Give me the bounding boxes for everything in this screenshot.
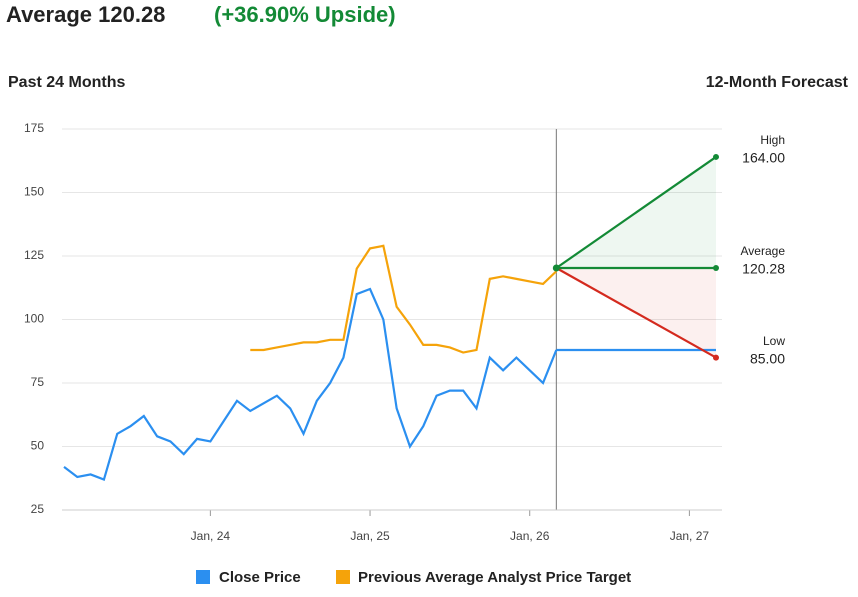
- forecast-name: Average: [741, 244, 786, 258]
- y-tick-label: 150: [24, 185, 44, 199]
- y-tick-label: 75: [31, 375, 45, 389]
- forecast-name: Low: [763, 334, 785, 348]
- upside: (+36.90% Upside): [214, 2, 396, 27]
- legend-label[interactable]: Close Price: [219, 569, 301, 586]
- legend-swatch: [196, 570, 210, 584]
- y-tick-label: 50: [31, 439, 45, 453]
- forecast-line: [555, 156, 717, 269]
- series-line: [250, 244, 558, 354]
- forecast-line: [555, 267, 717, 359]
- forecast-start: [552, 264, 560, 272]
- x-tick-label: Jan, 27: [670, 529, 710, 543]
- y-tick-label: 175: [24, 121, 44, 135]
- y-tick-label: 100: [24, 312, 44, 326]
- y-tick-label: 125: [24, 248, 44, 262]
- chart-title: Average 120.28: [6, 2, 165, 27]
- x-tick-label: Jan, 24: [191, 529, 231, 543]
- forecast-point: [713, 264, 719, 271]
- x-tick-label: Jan, 26: [510, 529, 550, 543]
- subtitle-left: Past 24 Months: [8, 74, 125, 91]
- y-tick-label: 25: [31, 502, 45, 516]
- x-tick-label: Jan, 25: [350, 529, 390, 543]
- forecast-point: [713, 153, 719, 160]
- forecast-value: 120.28: [742, 261, 785, 277]
- legend-swatch: [336, 570, 350, 584]
- forecast-value: 85.00: [750, 350, 785, 366]
- subtitle-right: 12-Month Forecast: [706, 74, 849, 91]
- forecast-point: [713, 354, 719, 361]
- forecast-name: High: [760, 133, 785, 147]
- legend-label[interactable]: Previous Average Analyst Price Target: [358, 569, 631, 586]
- forecast-value: 164.00: [742, 150, 785, 166]
- plot: [62, 128, 722, 516]
- series-line: [63, 287, 558, 481]
